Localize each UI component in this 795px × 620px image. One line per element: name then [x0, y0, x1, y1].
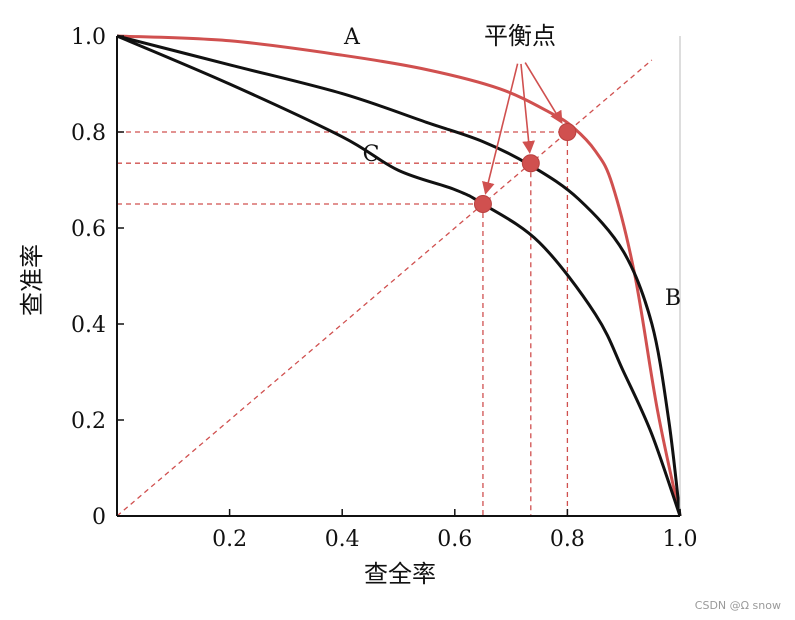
x-tick-label: 1.0: [663, 527, 698, 552]
series-label-b: B: [665, 286, 681, 311]
annotation-arrow-c: [482, 63, 519, 195]
break-even-guide-lines: [117, 131, 569, 516]
y-axis-label: 查准率: [18, 244, 46, 316]
y-tick-label: 0.4: [71, 313, 106, 338]
x-tick-label: 0.2: [212, 527, 247, 552]
x-axis-label: 查全率: [364, 560, 436, 588]
curve-a: [116, 34, 682, 517]
y-tick-label: 0.8: [71, 121, 106, 146]
x-tick-label: 0.6: [437, 527, 472, 552]
x-tick-label: 0.4: [325, 527, 360, 552]
annotation-arrows: [482, 62, 563, 195]
break-even-point-c: [473, 195, 492, 213]
series-label-c: C: [363, 142, 380, 167]
y-tick-label: 0.2: [71, 409, 106, 434]
annotation-arrow-b: [520, 63, 535, 154]
chart-text: 平衡点 查全率 查准率 A B C: [18, 22, 681, 588]
watermark: CSDN @Ω snow: [694, 599, 781, 612]
axes: 0.2 0.4 0.6 0.8 1.0 0 0.2 0.4 0.6 0.8 1.0: [71, 25, 698, 552]
y-tick-label: 0.6: [71, 217, 106, 242]
y-tick-label: 0: [92, 505, 106, 530]
y-tick-label: 1.0: [71, 25, 106, 50]
break-even-point-b: [521, 154, 540, 173]
x-tick-label: 0.8: [550, 527, 585, 552]
series-label-a: A: [343, 25, 361, 50]
annotation-label: 平衡点: [484, 22, 556, 50]
break-even-points: [473, 123, 577, 213]
annotation-arrow-a: [524, 62, 563, 124]
break-even-point-a: [558, 123, 577, 141]
